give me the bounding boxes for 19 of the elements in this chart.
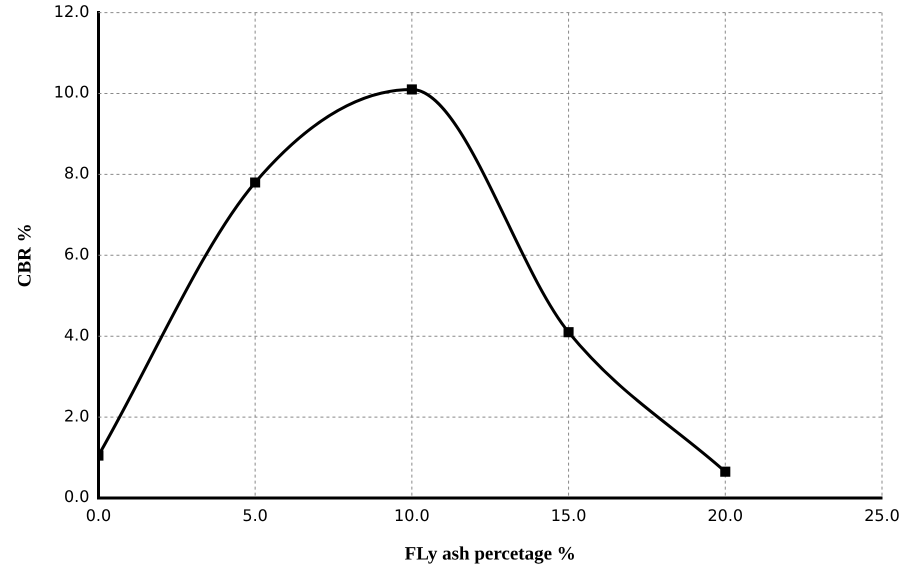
point — [406, 84, 417, 94]
point — [564, 327, 574, 338]
x-tick-label: 20.0 — [707, 506, 744, 525]
x-tick-label: 5.0 — [242, 506, 268, 525]
x-tick-label: 10.0 — [394, 506, 430, 525]
y-tick-label: 2.0 — [64, 406, 90, 426]
y-tick-label: 6.0 — [64, 244, 90, 264]
y-tick-label: 4.0 — [64, 325, 90, 344]
point — [720, 466, 730, 477]
x-tick-label: 25.0 — [864, 506, 900, 525]
y-axis-title: CBR % — [14, 223, 36, 288]
point — [250, 177, 260, 188]
y-tick-label: 0.0 — [64, 487, 90, 506]
x-axis-title: FLy ash percetage % — [404, 544, 576, 565]
y-tick-label: 10.0 — [54, 82, 90, 102]
y-tick-label: 8.0 — [64, 164, 90, 183]
x-tick-label: 15.0 — [550, 506, 586, 525]
x-tick-label: 0.0 — [86, 506, 112, 525]
y-tick-label: 12.0 — [54, 2, 90, 21]
